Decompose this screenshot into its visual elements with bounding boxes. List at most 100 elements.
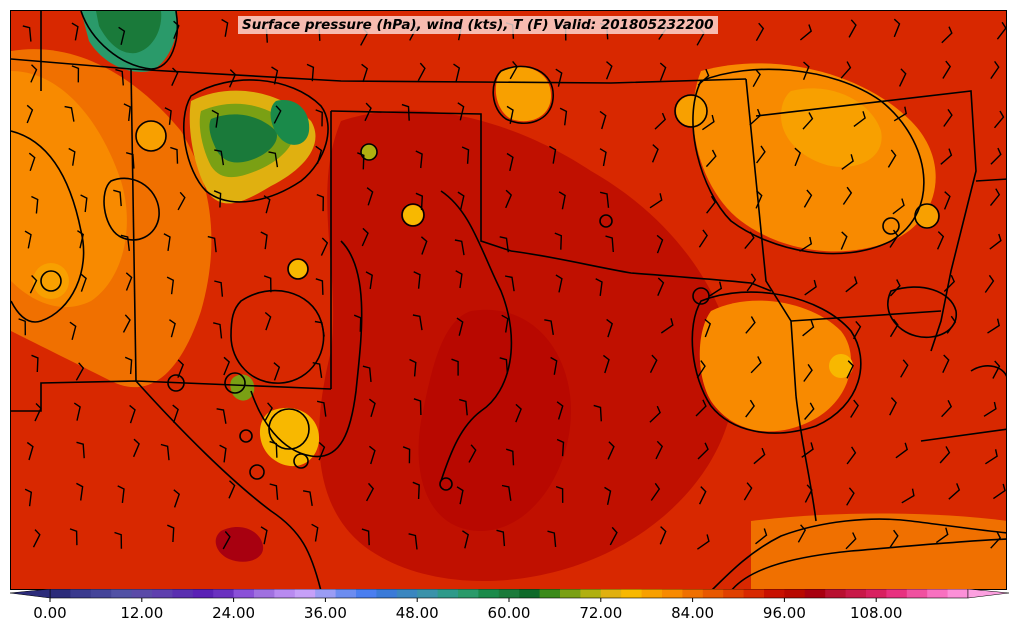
colorbar-tick-label: 108.00 [849,604,903,622]
wind-barb [459,398,468,416]
contour-1 [183,79,329,203]
wind-barb [555,485,564,503]
wind-barb [312,362,323,379]
wind-barb [889,229,899,248]
wind-barb [893,18,901,38]
wind-barb [595,278,603,296]
wind-barb [409,358,417,377]
state-borders [11,11,1006,589]
border-red-river [510,250,772,292]
wind-barb [889,397,897,416]
wind-barb [853,111,866,127]
wind-barb [990,60,1000,79]
wind-barb [602,354,610,374]
colorbar-segment [723,589,745,598]
colorbar-segment [192,589,214,598]
wind-barb [361,227,369,247]
colorbar-segment [254,589,275,598]
colorbar-segment [947,589,969,598]
wind-barb [24,230,32,249]
wind-barb [996,21,1006,40]
wind-barb [990,147,1002,165]
wind-barb [992,360,1001,379]
wind-barb [941,26,953,44]
wind-barb [117,485,125,503]
colorbar-segment [50,589,71,598]
wind-barb [941,399,953,418]
wind-barb [556,401,564,420]
wind-barb [361,63,369,83]
wind-barb [318,441,326,461]
wind-barb [709,281,723,297]
wind-barb [846,360,854,379]
border-east-1 [745,78,797,397]
wind-barb [316,400,327,417]
blob-b [289,260,307,278]
wind-barb [989,188,1001,207]
wind-barb [656,234,664,254]
wind-barb [842,186,853,205]
wind-barb [417,62,426,82]
border-northern [11,58,747,84]
wind-barb [413,398,422,416]
contour-7 [691,291,862,434]
wind-barb [794,147,802,167]
wind-barb [214,149,225,166]
wind-barb [365,482,375,502]
wind-barb [660,318,674,334]
wind-barb [228,69,237,88]
wind-barb [269,483,279,500]
wind-barb [555,68,563,87]
contour-28 [40,270,62,292]
wind-barb [364,102,372,122]
contour-13 [970,365,1006,378]
wind-barb [649,405,661,423]
wind-barb [501,314,509,333]
wind-barb [455,270,463,289]
wind-barb [69,528,78,546]
colorbar-tick-label: 36.00 [303,604,347,622]
contour-21 [249,464,265,480]
colorbar-segment [233,589,255,598]
wind-barb [803,364,813,382]
wind-barb [170,146,179,164]
blob-e [676,96,706,126]
wind-barb [114,531,123,549]
wind-barb [704,318,712,338]
wind-barb [126,152,135,169]
wind-barb [69,321,77,340]
contour-9 [731,538,1006,589]
colorbar-segment [866,589,887,598]
wind-barb [80,273,87,292]
wind-barb [273,105,282,124]
wind-barb [555,274,563,293]
contour-17 [135,120,167,152]
colorbar-tick-label: 96.00 [762,604,806,622]
wind-barb [987,318,1000,334]
colorbar-segment [764,589,785,598]
wind-barb [893,106,907,122]
colorbar-tick-label: 72.00 [579,604,623,622]
wind-barb [260,526,268,545]
wind-barb [852,320,862,340]
contour-26 [882,217,900,235]
wind-barb [122,314,131,333]
wind-barb [216,408,227,424]
wind-barb [264,311,272,331]
wind-barb [173,489,181,508]
wind-barb [889,279,901,297]
wind-barb [496,529,506,547]
wind-barb [985,449,998,465]
colorbar-segment [519,589,541,598]
field-sw-yellow-1 [259,407,320,467]
wind-barb [654,112,667,130]
blob-a [403,205,423,225]
wind-barb [125,272,133,291]
wind-barb [939,446,951,464]
wind-barb [804,484,813,503]
wind-barb [841,154,854,170]
wind-barb [804,402,815,420]
contour-16 [360,143,378,161]
contour-15 [287,258,309,280]
contour-14 [401,203,425,227]
